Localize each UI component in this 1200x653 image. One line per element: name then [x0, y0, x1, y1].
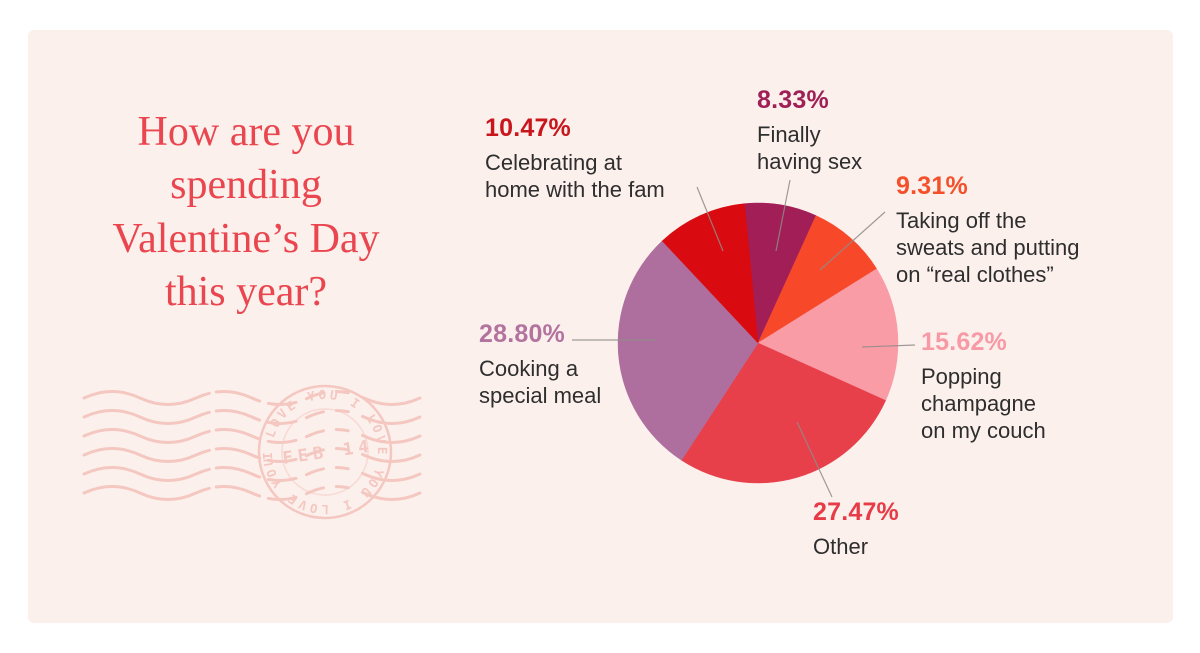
callout-cooking-special-meal: 28.80% Cooking a special meal	[479, 320, 601, 409]
title-line: How are you	[137, 109, 355, 155]
pie-slice-other	[681, 342, 886, 484]
percent-label: 10.47%	[485, 114, 571, 142]
page-title: How are you spending Valentine’s Day thi…	[60, 106, 432, 319]
callout-description: Other	[813, 534, 869, 559]
callout-popping-champagne: 15.62% Popping champagne on my couch	[921, 328, 1046, 444]
leader-lines	[572, 179, 916, 498]
callout-description: Cooking a special meal	[479, 356, 602, 408]
pie-slices	[617, 202, 899, 484]
callout-home-with-fam: 10.47% Celebrating at home with the fam	[485, 114, 665, 203]
pie-slice-real-clothes	[757, 215, 878, 344]
callout-description: Finally having sex	[757, 122, 863, 174]
background-panel	[28, 30, 1173, 623]
pie-slice-home-with-fam	[661, 203, 759, 344]
callout-description: Popping champagne on my couch	[921, 364, 1046, 443]
postmark-circle-icon: I LOVE YOU I LOVE YOU I LOVE YOU FEB 14	[251, 378, 398, 525]
callout-real-clothes: 9.31% Taking off the sweats and putting …	[896, 172, 1079, 288]
percent-label: 28.80%	[479, 320, 565, 348]
leader-line-real-clothes	[819, 211, 886, 271]
postmark-stamp-icon: I LOVE YOU I LOVE YOU I LOVE YOU FEB 14	[82, 378, 422, 526]
percent-label: 27.47%	[813, 498, 899, 526]
callout-description: Celebrating at home with the fam	[485, 150, 665, 202]
percent-label: 8.33%	[757, 86, 829, 114]
callout-finally-having-sex: 8.33% Finally having sex	[757, 86, 862, 175]
callout-other: 27.47% Other	[813, 498, 899, 560]
leader-line-other	[796, 421, 833, 498]
percent-label: 15.62%	[921, 328, 1007, 356]
percent-label: 9.31%	[896, 172, 968, 200]
callout-description: Taking off the sweats and putting on “re…	[896, 208, 1080, 287]
pie-slice-popping-champagne	[757, 268, 899, 401]
leader-line-home-with-fam	[696, 186, 724, 252]
title-line: spending	[170, 162, 322, 209]
leader-line-finally-having-sex	[775, 179, 791, 252]
pie-slice-cooking-special-meal	[617, 240, 759, 461]
title-line: Valentine’s Day	[112, 215, 380, 262]
leader-line-popping-champagne	[861, 344, 916, 348]
title-line: this year?	[164, 268, 328, 315]
